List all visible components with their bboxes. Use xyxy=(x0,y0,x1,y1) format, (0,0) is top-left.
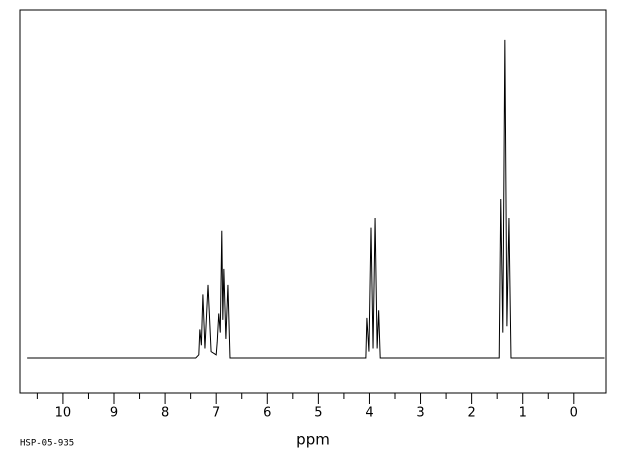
x-tick-label: 10 xyxy=(55,406,72,421)
x-axis-label: ppm xyxy=(296,431,330,449)
spectrum-line xyxy=(27,39,605,359)
plot-frame xyxy=(19,9,607,394)
x-tick-label: 6 xyxy=(263,406,271,421)
x-tick-label: 1 xyxy=(519,406,527,421)
x-tick-label: 0 xyxy=(570,406,578,421)
x-tick-label: 2 xyxy=(467,406,475,421)
spectrum-code: HSP-05-935 xyxy=(20,439,74,449)
x-tick-label: 8 xyxy=(161,406,169,421)
x-tick-label: 3 xyxy=(416,406,424,421)
x-tick-label: 4 xyxy=(365,406,373,421)
x-tick-label: 7 xyxy=(212,406,220,421)
x-tick-label: 5 xyxy=(314,406,322,421)
x-tick-label: 9 xyxy=(110,406,118,421)
